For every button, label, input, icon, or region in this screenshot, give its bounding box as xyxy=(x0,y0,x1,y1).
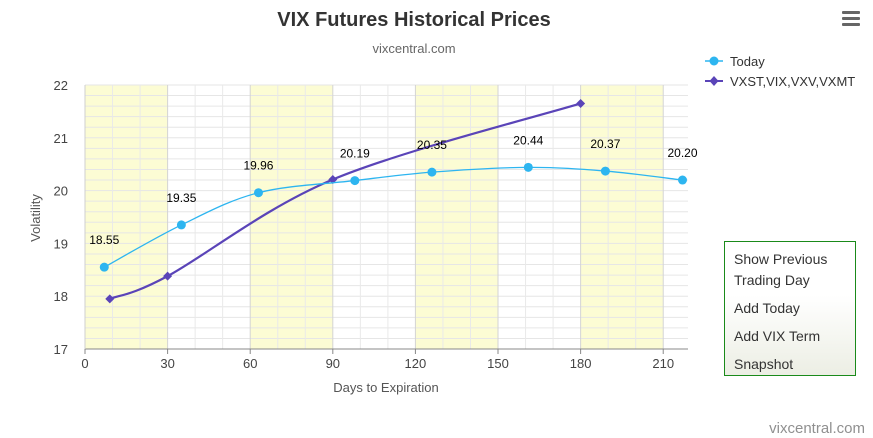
x-axis-title: Days to Expiration xyxy=(333,380,439,395)
data-labels: 18.55 19.35 19.96 20.19 20.35 20.44 20.37 20.20 xyxy=(89,133,698,247)
legend-item-term-indices[interactable]: VXST,VIX,VXV,VXMT xyxy=(705,74,855,89)
data-point-term-indices xyxy=(576,98,586,108)
hamburger-icon-bar xyxy=(842,23,860,26)
series-layer xyxy=(99,98,687,304)
x-tick-label: 180 xyxy=(570,356,592,371)
legend-item-today[interactable]: Today xyxy=(705,54,765,69)
menu-item-snapshot[interactable]: Snapshot xyxy=(734,356,794,372)
x-tick-label: 120 xyxy=(405,356,427,371)
highlight-band xyxy=(415,85,499,349)
data-point-today xyxy=(176,220,186,230)
y-axis-title: Volatility xyxy=(28,194,43,242)
data-label-today: 20.19 xyxy=(340,147,370,161)
data-point-today xyxy=(677,175,687,185)
y-tick-label: 21 xyxy=(54,131,68,146)
legend-marker-today xyxy=(709,56,719,66)
data-label-today: 20.44 xyxy=(513,133,543,147)
chart-title: VIX Futures Historical Prices xyxy=(277,9,550,31)
x-tick-label: 210 xyxy=(652,356,674,371)
y-tick-label: 18 xyxy=(54,289,68,304)
data-label-today: 18.55 xyxy=(89,233,119,247)
y-tick-label: 19 xyxy=(54,236,68,251)
x-tick-label: 90 xyxy=(326,356,340,371)
data-point-today xyxy=(427,167,437,177)
data-label-today: 19.35 xyxy=(166,191,196,205)
hamburger-icon-bar xyxy=(842,17,860,20)
context-menu: Show Previous Trading Day Add Today Add … xyxy=(724,241,856,376)
x-tick-label: 60 xyxy=(243,356,257,371)
data-point-today xyxy=(350,176,360,186)
highlight-band xyxy=(580,85,664,349)
data-label-today: 19.96 xyxy=(243,159,273,173)
legend-marker-term-indices xyxy=(709,76,719,86)
menu-item-show-previous-trading-day[interactable]: Show Previous Trading Day xyxy=(734,251,828,288)
y-tick-labels: 17 18 19 20 21 22 xyxy=(54,78,68,357)
legend: Today VXST,VIX,VXV,VXMT xyxy=(705,54,855,89)
highlight-band xyxy=(250,85,333,349)
x-tick-labels: 0 30 60 90 120 150 180 210 xyxy=(81,356,674,371)
x-tick-label: 150 xyxy=(487,356,509,371)
data-label-today: 20.20 xyxy=(667,146,697,160)
data-point-term-indices xyxy=(163,271,173,281)
series-line-term-indices xyxy=(109,102,581,300)
y-tick-label: 20 xyxy=(54,184,68,199)
data-point-today xyxy=(600,166,610,176)
data-point-today xyxy=(253,188,263,198)
y-tick-label: 22 xyxy=(54,78,68,93)
data-point-term-indices xyxy=(328,175,338,185)
menu-item-add-today[interactable]: Add Today xyxy=(734,300,800,316)
data-label-today: 20.37 xyxy=(590,137,620,151)
data-label-today: 20.35 xyxy=(417,138,447,152)
data-point-today xyxy=(523,162,533,172)
hamburger-icon xyxy=(842,11,860,14)
highlight-band xyxy=(85,85,168,349)
legend-label-term-indices: VXST,VIX,VXV,VXMT xyxy=(730,74,855,89)
menu-item-add-vix-term[interactable]: Add VIX Term xyxy=(734,328,821,344)
data-point-today xyxy=(99,262,109,272)
credit-link[interactable]: vixcentral.com xyxy=(769,420,865,437)
y-tick-label: 17 xyxy=(54,342,68,357)
x-tick-label: 30 xyxy=(160,356,174,371)
menu-button[interactable] xyxy=(838,8,864,32)
data-point-term-indices xyxy=(105,294,115,304)
legend-label-today: Today xyxy=(730,54,765,69)
highlight-bands xyxy=(85,85,664,349)
axes xyxy=(84,85,688,354)
x-tick-label: 0 xyxy=(81,356,88,371)
chart-subtitle: vixcentral.com xyxy=(372,41,455,56)
